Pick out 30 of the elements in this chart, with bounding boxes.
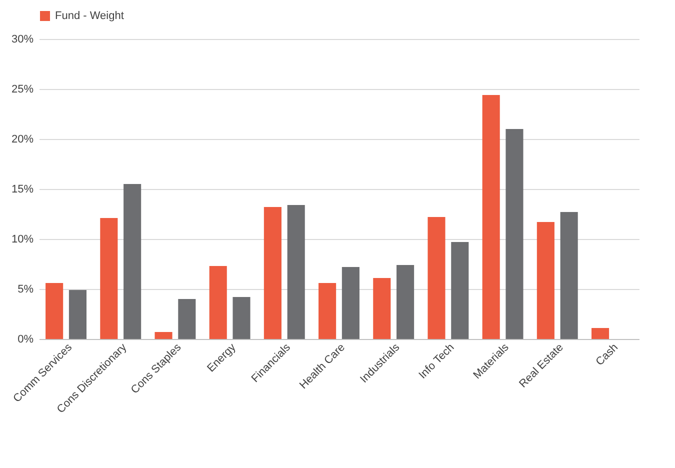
y-tick-label: 30% — [11, 34, 34, 46]
bar — [482, 95, 500, 339]
bar — [287, 205, 305, 339]
y-tick-label: 20% — [11, 134, 34, 146]
bar — [68, 290, 86, 339]
bar — [232, 297, 250, 339]
bar — [264, 207, 282, 339]
bar — [46, 283, 64, 339]
y-tick-label: 25% — [11, 84, 34, 96]
y-tick-label: 15% — [11, 184, 34, 196]
bar — [536, 222, 554, 339]
x-tick-label: Info Tech — [416, 342, 457, 382]
y-tick-label: 0% — [18, 334, 34, 346]
bar — [506, 129, 524, 339]
bar — [451, 242, 469, 339]
bar — [318, 283, 336, 339]
bar — [428, 217, 446, 339]
y-tick-label: 10% — [11, 234, 34, 246]
bar — [592, 328, 610, 339]
bar — [373, 278, 391, 339]
bar — [100, 218, 118, 339]
y-tick-label: 5% — [18, 284, 34, 296]
bar — [124, 184, 142, 339]
bar — [560, 212, 578, 339]
bar — [342, 267, 360, 339]
bar — [396, 265, 414, 339]
legend-label: Fund - Weight — [55, 10, 124, 22]
bar — [209, 266, 227, 339]
bar — [154, 332, 172, 339]
bar — [178, 299, 196, 339]
